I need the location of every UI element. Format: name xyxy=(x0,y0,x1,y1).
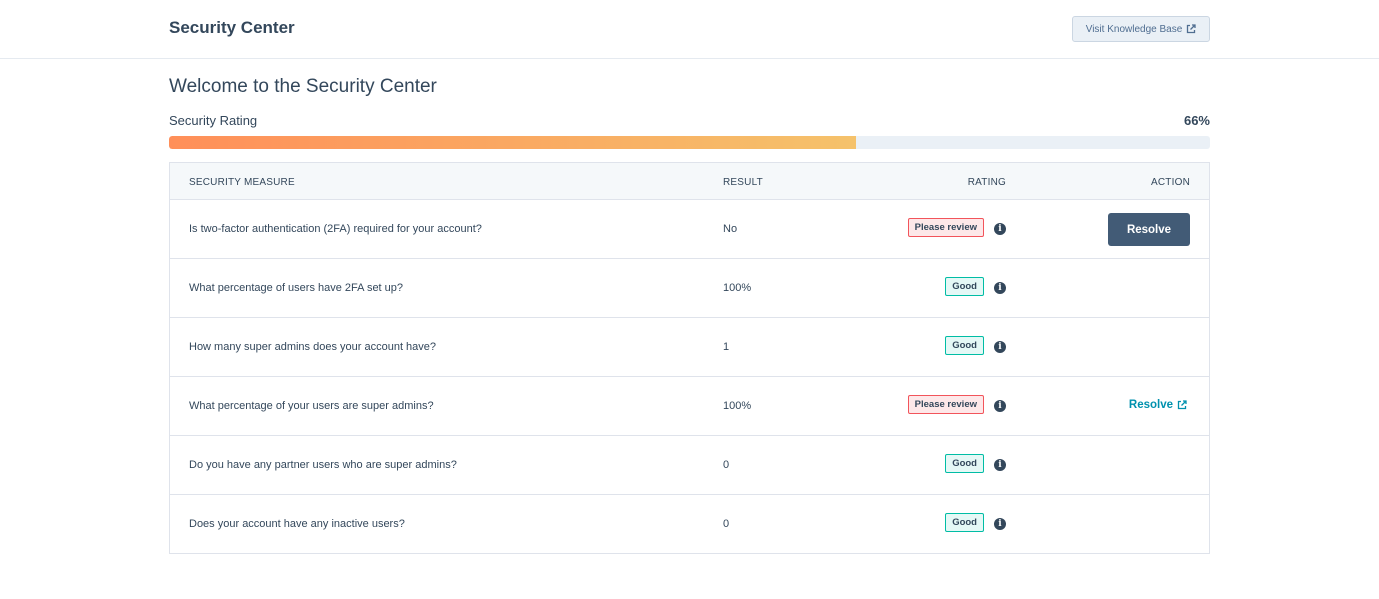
info-icon[interactable]: i xyxy=(994,341,1006,353)
column-header-action: ACTION xyxy=(1151,177,1190,188)
resolve-link-label: Resolve xyxy=(1128,399,1173,411)
result-value: 0 xyxy=(723,518,730,530)
info-icon[interactable]: i xyxy=(994,459,1006,471)
page-title: Security Center xyxy=(169,18,295,37)
info-icon[interactable]: i xyxy=(994,282,1006,294)
table-row: Do you have any partner users who are su… xyxy=(170,436,1209,495)
result-value: 1 xyxy=(723,341,730,353)
column-header-rating: RATING xyxy=(967,177,1006,188)
table-row: Is two-factor authentication (2FA) requi… xyxy=(170,200,1209,259)
table-header: SECURITY MEASURE RESULT RATING ACTION xyxy=(170,163,1209,200)
security-rating-progress-bar xyxy=(169,136,1210,149)
visit-knowledge-base-button[interactable]: Visit Knowledge Base xyxy=(1072,16,1210,42)
table-row: What percentage of your users are super … xyxy=(170,377,1209,436)
column-header-result: RESULT xyxy=(723,177,763,188)
info-icon[interactable]: i xyxy=(994,400,1006,412)
info-icon[interactable]: i xyxy=(994,518,1006,530)
security-measure-question: Is two-factor authentication (2FA) requi… xyxy=(189,223,482,235)
external-link-icon xyxy=(1186,24,1196,34)
rating-badge: Good xyxy=(945,336,984,355)
security-measure-question: What percentage of your users are super … xyxy=(189,400,434,412)
table-row: How many super admins does your account … xyxy=(170,318,1209,377)
resolve-button[interactable]: Resolve xyxy=(1108,213,1190,246)
kb-button-label: Visit Knowledge Base xyxy=(1085,23,1183,35)
rating-badge: Good xyxy=(945,454,984,473)
result-value: 100% xyxy=(723,282,752,294)
security-rating-label: Security Rating xyxy=(169,113,258,128)
result-value: 100% xyxy=(723,400,752,412)
security-measure-question: What percentage of users have 2FA set up… xyxy=(189,282,404,294)
resolve-link[interactable]: Resolve xyxy=(1129,399,1187,411)
security-measure-question: Do you have any partner users who are su… xyxy=(189,459,457,471)
security-measures-table: SECURITY MEASURE RESULT RATING ACTION Is… xyxy=(169,162,1210,554)
table-row: Does your account have any inactive user… xyxy=(170,495,1209,554)
rating-badge: Please review xyxy=(907,395,984,414)
external-link-icon xyxy=(1177,400,1187,410)
table-body: Is two-factor authentication (2FA) requi… xyxy=(170,200,1209,554)
welcome-heading: Welcome to the Security Center xyxy=(169,76,437,97)
progress-fill xyxy=(169,136,857,149)
rating-badge: Good xyxy=(945,277,984,296)
rating-badge: Good xyxy=(945,513,984,532)
header-bar: Security Center Visit Knowledge Base xyxy=(0,0,1379,59)
security-measure-question: Does your account have any inactive user… xyxy=(189,518,405,530)
info-icon[interactable]: i xyxy=(994,223,1006,235)
table-row: What percentage of users have 2FA set up… xyxy=(170,259,1209,318)
security-measure-question: How many super admins does your account … xyxy=(189,341,437,353)
rating-badge: Please review xyxy=(907,218,984,237)
result-value: No xyxy=(723,223,738,235)
security-rating-value: 66% xyxy=(1183,113,1210,128)
column-header-security-measure: SECURITY MEASURE xyxy=(189,177,295,188)
result-value: 0 xyxy=(723,459,730,471)
